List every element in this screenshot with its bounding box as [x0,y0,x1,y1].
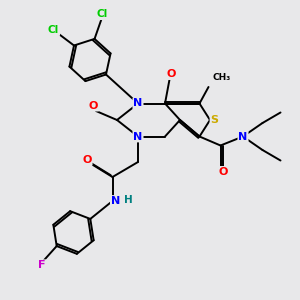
Text: O: O [166,69,176,79]
Text: Cl: Cl [48,25,59,35]
Text: N: N [238,131,247,142]
Text: N: N [134,98,142,109]
Text: O: O [219,167,228,177]
Text: H: H [124,195,133,205]
Text: Cl: Cl [97,9,108,19]
Text: CH₃: CH₃ [212,74,230,82]
Text: O: O [89,100,98,111]
Text: O: O [82,154,92,165]
Text: N: N [111,196,120,206]
Text: F: F [38,260,46,270]
Text: S: S [211,115,218,125]
Text: N: N [134,131,142,142]
